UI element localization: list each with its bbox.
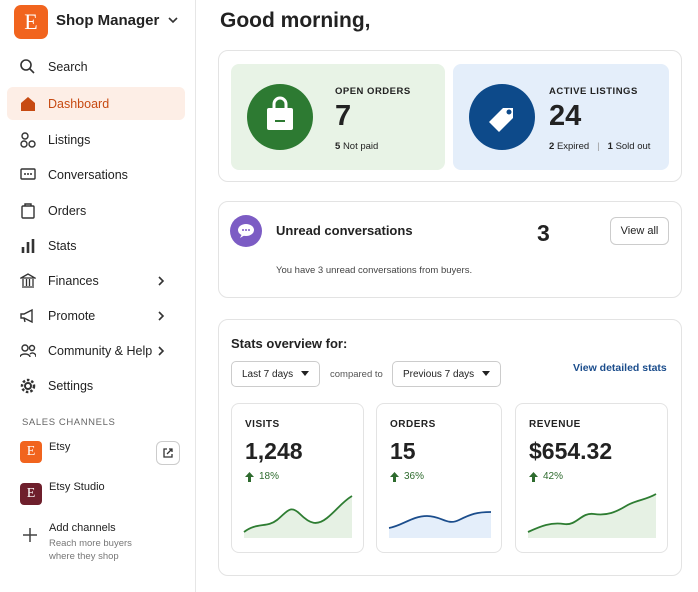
channel-name[interactable]: Etsy Studio <box>49 481 105 493</box>
shop-name[interactable]: Shop Manager <box>56 12 160 29</box>
stat-value: 1,248 <box>245 438 303 464</box>
summary-label: ACTIVE LISTINGS <box>549 86 638 97</box>
up-arrow <box>390 471 399 482</box>
compared-label: compared to <box>330 369 383 380</box>
compare-dropdown[interactable]: Previous 7 days <box>392 361 501 387</box>
sidebar: E Shop Manager Search Dashboard Listings Co… <box>0 0 196 592</box>
compare-period: Previous 7 days <box>403 368 475 380</box>
nav-icon <box>20 378 36 393</box>
period-dropdown[interactable]: Last 7 days <box>231 361 320 387</box>
detail-count: 1 <box>607 141 613 152</box>
stat-change: 42% <box>543 471 564 482</box>
nav-label: Finances <box>48 273 99 288</box>
section-heading: SALES CHANNELS <box>22 417 116 428</box>
sparkline <box>243 495 353 538</box>
summary-label: OPEN ORDERS <box>335 86 411 97</box>
channel-logo: E <box>20 441 42 463</box>
nav-icon <box>20 167 36 180</box>
nav-label: Orders <box>48 203 87 218</box>
nav-icon <box>20 343 36 357</box>
nav-item[interactable]: Settings <box>7 369 185 402</box>
nav-icon <box>20 58 35 74</box>
external-icon <box>163 448 173 458</box>
detail-text: Expired <box>556 141 590 152</box>
conversations-card <box>218 201 682 298</box>
nav-item[interactable]: Promote <box>7 299 185 332</box>
summary-value: 24 <box>549 100 582 132</box>
separator: | <box>597 141 600 152</box>
chat-icon <box>230 215 262 247</box>
nav-item[interactable]: Dashboard <box>7 87 185 120</box>
nav-label: Settings <box>48 378 94 393</box>
nav-icon <box>21 238 35 253</box>
nav-icon <box>20 308 33 323</box>
up-arrow <box>529 471 538 482</box>
chevron-right <box>158 310 165 321</box>
conversations-count: 3 <box>537 220 550 246</box>
nav-item[interactable]: Orders <box>7 194 185 227</box>
stat-label: REVENUE <box>529 419 581 430</box>
nav-label: Stats <box>48 238 77 253</box>
stats-title: Stats overview for: <box>231 336 348 351</box>
stat-value: $654.32 <box>529 438 613 464</box>
shop-logo[interactable]: E <box>14 5 48 39</box>
detail-text: Not paid <box>342 141 379 152</box>
stat-card: ORDERS 15 36% <box>376 403 502 553</box>
external-link-button[interactable] <box>156 441 180 465</box>
nav-item[interactable]: Stats <box>7 229 185 262</box>
plus-icon <box>23 528 37 542</box>
conversations-message: You have 3 unread conversations from buy… <box>276 265 473 276</box>
nav-label: Community & Help <box>48 343 153 358</box>
stats-link[interactable]: View detailed stats <box>573 362 667 374</box>
stat-label: VISITS <box>245 419 280 430</box>
detail-count: 2 <box>549 141 555 152</box>
nav-item[interactable]: Community & Help <box>7 334 185 367</box>
detail-text: Sold out <box>615 141 651 152</box>
chevron-right <box>158 345 165 356</box>
conversations-title: Unread conversations <box>276 223 413 238</box>
stat-label: ORDERS <box>390 419 436 430</box>
period: Last 7 days <box>242 368 294 380</box>
channel-logo: E <box>20 483 42 505</box>
channel-name[interactable]: Etsy <box>49 441 71 453</box>
up-arrow <box>245 471 254 482</box>
nav-icon <box>20 272 36 288</box>
sparkline <box>388 511 492 538</box>
summary-card <box>218 50 682 182</box>
nav-label: Search <box>48 59 88 74</box>
nav-item[interactable]: Finances <box>7 264 185 297</box>
nav-label: Dashboard <box>48 96 110 111</box>
orders-icon <box>247 84 313 150</box>
caret <box>301 371 309 376</box>
nav-item[interactable]: Search <box>7 50 185 83</box>
detail-count: 5 <box>335 141 341 152</box>
summary-value: 7 <box>335 100 352 132</box>
nav-label: Promote <box>48 308 96 323</box>
stats-card <box>218 319 682 576</box>
sparkline <box>527 493 657 538</box>
add-channels[interactable]: Add channels <box>49 522 116 534</box>
add-channels-subtitle: Reach more buyers where they shop <box>49 538 132 562</box>
nav-label: Conversations <box>48 167 128 182</box>
chevron-down <box>168 17 178 24</box>
nav-item[interactable]: Conversations <box>7 158 185 191</box>
greeting: Good morning, <box>220 9 371 32</box>
nav-icon <box>21 96 35 111</box>
listings-icon <box>469 84 535 150</box>
nav-icon <box>20 131 36 148</box>
view-all-button[interactable]: View all <box>610 217 669 245</box>
nav-item[interactable]: Listings <box>7 123 185 156</box>
caret <box>482 371 490 376</box>
stat-change: 36% <box>404 471 425 482</box>
nav-label: Listings <box>48 132 91 147</box>
chevron-right <box>158 275 165 286</box>
nav-icon <box>21 202 35 219</box>
stat-card: VISITS 1,248 18% <box>231 403 364 553</box>
stat-card: REVENUE $654.32 42% <box>515 403 668 553</box>
stat-change: 18% <box>259 471 280 482</box>
stat-value: 15 <box>390 438 416 464</box>
